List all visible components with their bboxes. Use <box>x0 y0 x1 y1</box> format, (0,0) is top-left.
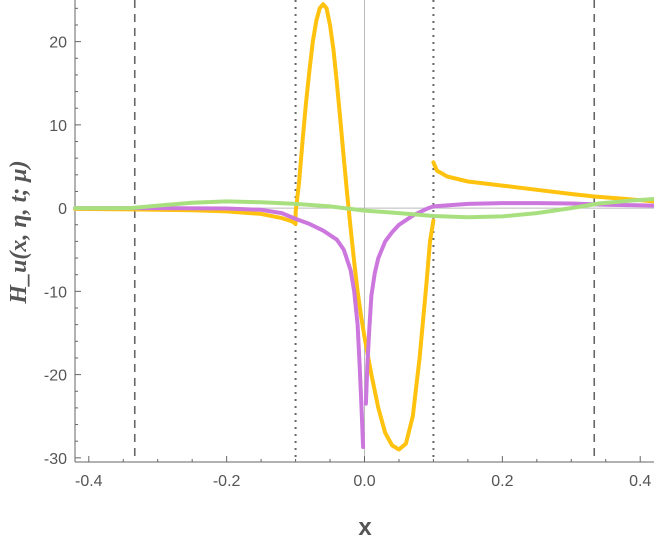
y-tick-label: 0 <box>58 201 67 218</box>
series-group <box>73 2 654 452</box>
x-tick-label: -0.4 <box>75 473 103 490</box>
series-2-line <box>73 206 366 449</box>
y-tick-label: 10 <box>49 118 67 135</box>
series-3-line <box>73 197 654 220</box>
x-axis-label: x <box>358 514 372 541</box>
y-tick-label: -30 <box>44 451 67 468</box>
y-tick-label: -20 <box>44 368 67 385</box>
x-tick-label: 0.4 <box>629 473 651 490</box>
x-tick-label: -0.2 <box>213 473 241 490</box>
series-1-line <box>431 160 654 204</box>
y-tick-label: -10 <box>44 284 67 301</box>
y-tick-label: 20 <box>49 35 67 52</box>
series-2-line <box>363 201 654 406</box>
y-axis-label: H_u(x, η, t; μ) <box>6 160 32 304</box>
series-1-line <box>73 2 436 452</box>
x-tick-label: 0.2 <box>491 473 513 490</box>
x-tick-label: 0.0 <box>353 473 375 490</box>
ticks: -0.4 -0.2 0.0 0.2 0.4 -30 -20 -10 0 10 20 <box>44 7 651 490</box>
